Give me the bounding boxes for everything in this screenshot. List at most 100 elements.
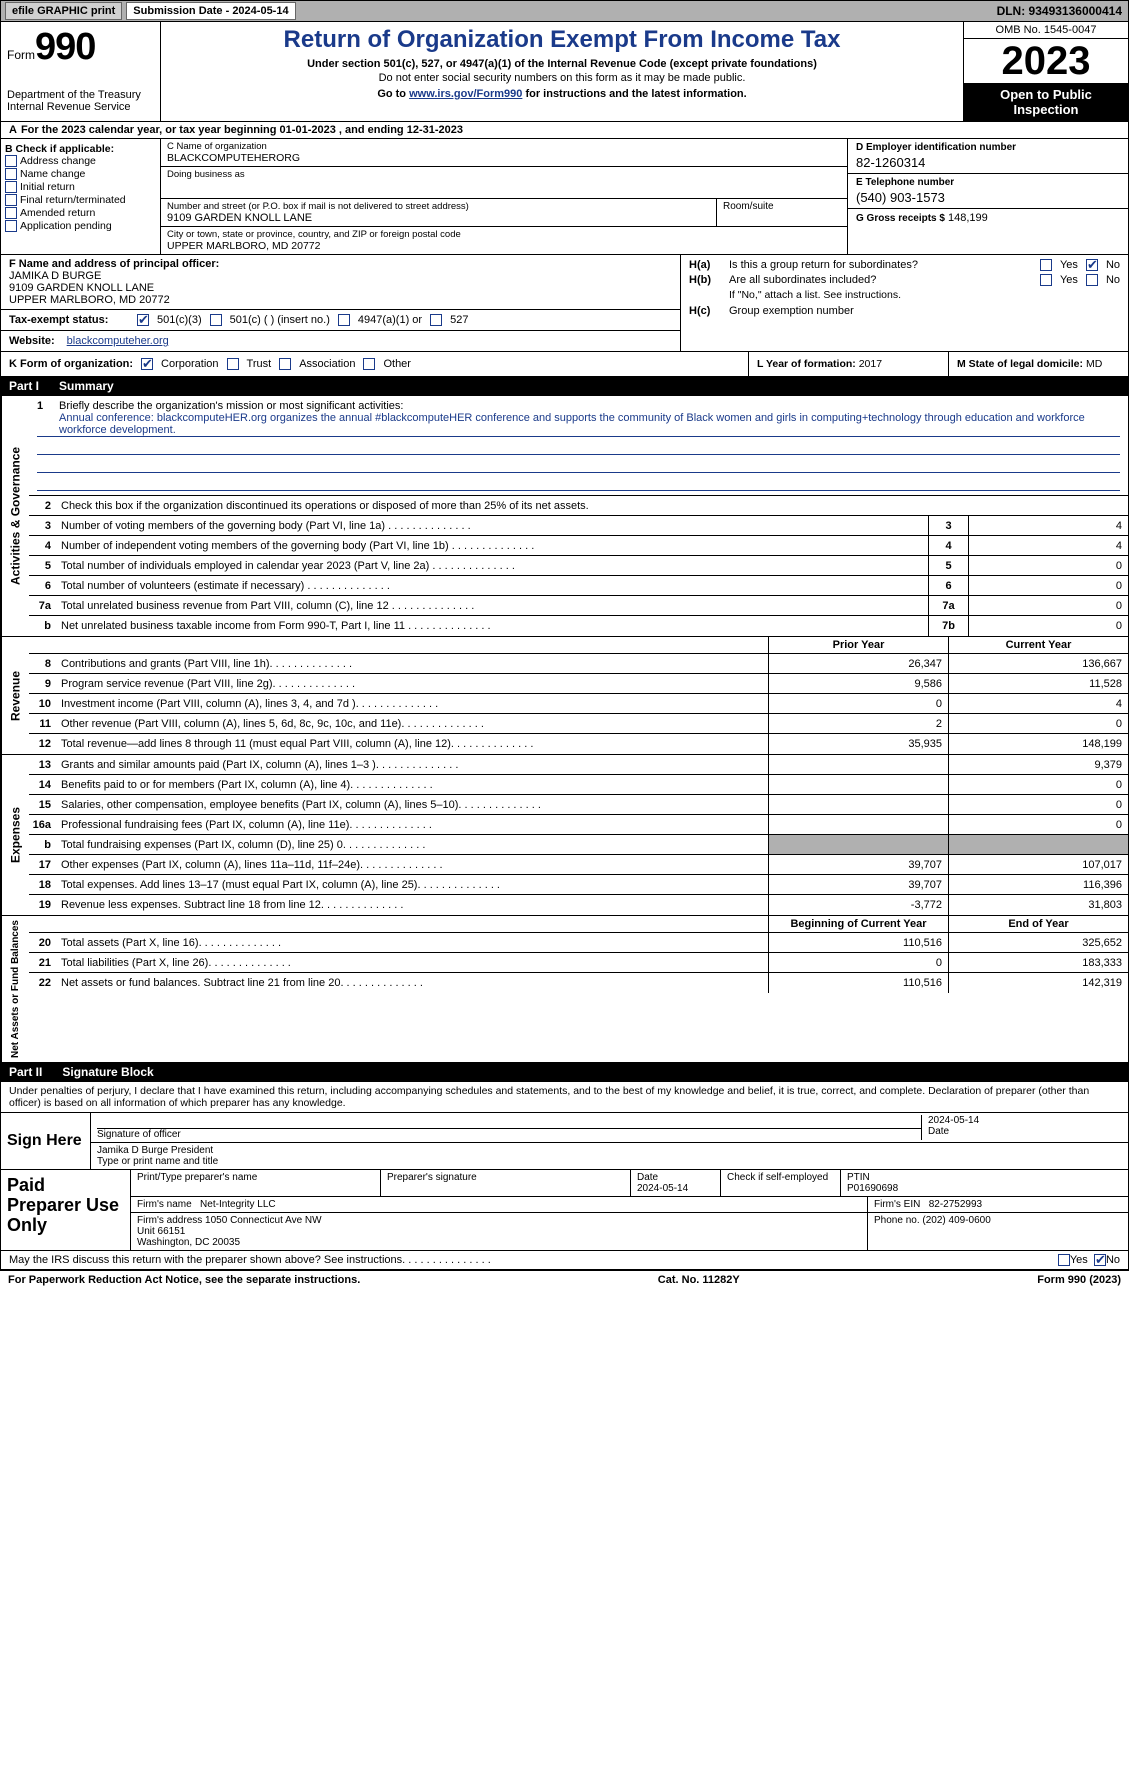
chk-trust[interactable] — [227, 358, 239, 370]
paid-preparer-label: Paid Preparer Use Only — [1, 1170, 131, 1250]
preparer-sig-lbl: Preparer's signature — [381, 1170, 631, 1196]
officer-print-name: Jamika D Burge President — [97, 1145, 1122, 1156]
chk-501c3[interactable] — [137, 314, 149, 326]
chk-amended[interactable] — [5, 207, 17, 219]
chk-app-pending[interactable] — [5, 220, 17, 232]
row-num: 13 — [29, 755, 57, 774]
b-label: B Check if applicable: — [5, 143, 156, 155]
lbl-assoc: Association — [299, 358, 355, 370]
current-val: 31,803 — [948, 895, 1128, 915]
section-fhij: F Name and address of principal officer:… — [0, 255, 1129, 352]
gross-lbl: G Gross receipts $ — [856, 213, 945, 224]
form-number: 990 — [35, 26, 95, 68]
chk-501c[interactable] — [210, 314, 222, 326]
prior-val — [768, 755, 948, 774]
data-row: 8Contributions and grants (Part VIII, li… — [29, 654, 1128, 674]
data-row: 21Total liabilities (Part X, line 26)018… — [29, 953, 1128, 973]
row-num: 12 — [29, 734, 57, 754]
row-num: 21 — [29, 953, 57, 972]
top-bar: efile GRAPHIC print Submission Date - 20… — [0, 0, 1129, 22]
chk-527[interactable] — [430, 314, 442, 326]
website-link[interactable]: blackcomputeher.org — [67, 335, 169, 347]
current-val: 4 — [948, 694, 1128, 713]
row-text: Other revenue (Part VIII, column (A), li… — [57, 714, 768, 733]
discuss-yes[interactable] — [1058, 1254, 1070, 1266]
city-lbl: City or town, state or province, country… — [167, 229, 841, 240]
irs-discuss-row: May the IRS discuss this return with the… — [0, 1251, 1129, 1270]
vtab-governance: Activities & Governance — [1, 396, 29, 636]
prior-val — [768, 795, 948, 814]
part1-num: Part I — [9, 379, 39, 393]
row-text: Total expenses. Add lines 13–17 (must eq… — [57, 875, 768, 894]
sign-here-label: Sign Here — [1, 1113, 91, 1169]
lbl-corp: Corporation — [161, 358, 218, 370]
j-label: Website: — [9, 335, 55, 347]
efile-button[interactable]: efile GRAPHIC print — [5, 2, 122, 20]
row-text: Revenue less expenses. Subtract line 18 … — [57, 895, 768, 915]
part2-header: Part II Signature Block — [0, 1063, 1129, 1082]
chk-assoc[interactable] — [279, 358, 291, 370]
lbl-final-return: Final return/terminated — [20, 194, 126, 206]
line7a-text: Total unrelated business revenue from Pa… — [57, 598, 928, 614]
chk-4947[interactable] — [338, 314, 350, 326]
hb-yes[interactable] — [1040, 274, 1052, 286]
prior-val: 39,707 — [768, 855, 948, 874]
l-value: 2017 — [859, 358, 882, 370]
mission-uline3 — [37, 475, 1120, 491]
irs-label: Internal Revenue Service — [7, 101, 154, 113]
net-assets-section: Net Assets or Fund Balances Beginning of… — [0, 916, 1129, 1063]
chk-address-change[interactable] — [5, 155, 17, 167]
c-name-lbl: C Name of organization — [167, 141, 841, 152]
ha-no-lbl: No — [1106, 259, 1120, 271]
lbl-trust: Trust — [247, 358, 272, 370]
chk-initial-return[interactable] — [5, 181, 17, 193]
data-row: 13Grants and similar amounts paid (Part … — [29, 755, 1128, 775]
chk-final-return[interactable] — [5, 194, 17, 206]
k-block: K Form of organization: Corporation Trus… — [1, 352, 748, 376]
calendar-year-row: A For the 2023 calendar year, or tax yea… — [0, 122, 1129, 139]
ha-yes[interactable] — [1040, 259, 1052, 271]
row-num: 14 — [29, 775, 57, 794]
m-value: MD — [1086, 358, 1102, 370]
chk-name-change[interactable] — [5, 168, 17, 180]
current-val: 116,396 — [948, 875, 1128, 894]
hb-no[interactable] — [1086, 274, 1098, 286]
lbl-4947: 4947(a)(1) or — [358, 314, 422, 326]
firm-name: Net-Integrity LLC — [200, 1199, 276, 1210]
chk-other[interactable] — [363, 358, 375, 370]
form-title: Return of Organization Exempt From Incom… — [169, 26, 955, 54]
dba-lbl: Doing business as — [167, 169, 841, 180]
l-label: L Year of formation: — [757, 358, 856, 370]
ha-no[interactable] — [1086, 259, 1098, 271]
line6-text: Total number of volunteers (estimate if … — [57, 578, 928, 594]
vtab-expenses: Expenses — [1, 755, 29, 915]
row-num: b — [29, 835, 57, 854]
prep-date: 2024-05-14 — [637, 1183, 688, 1194]
data-row: 15Salaries, other compensation, employee… — [29, 795, 1128, 815]
hb-text: Are all subordinates included? — [729, 274, 1040, 286]
ein-value: 82-1260314 — [856, 155, 1120, 170]
line4-num: 4 — [29, 540, 57, 552]
discuss-text: May the IRS discuss this return with the… — [9, 1254, 1058, 1266]
prior-val: 0 — [768, 953, 948, 972]
discuss-no[interactable] — [1094, 1254, 1106, 1266]
irs-link[interactable]: www.irs.gov/Form990 — [409, 88, 522, 100]
line4-box: 4 — [928, 536, 968, 555]
officer-addr1: 9109 GARDEN KNOLL LANE — [9, 282, 672, 294]
officer-addr2: UPPER MARLBORO, MD 20772 — [9, 294, 672, 306]
line7a-box: 7a — [928, 596, 968, 615]
line3-num: 3 — [29, 520, 57, 532]
f-label: F Name and address of principal officer: — [9, 258, 672, 270]
chk-corp[interactable] — [141, 358, 153, 370]
data-row: 11Other revenue (Part VIII, column (A), … — [29, 714, 1128, 734]
data-row: 10Investment income (Part VIII, column (… — [29, 694, 1128, 714]
data-row: 9Program service revenue (Part VIII, lin… — [29, 674, 1128, 694]
footer-mid: Cat. No. 11282Y — [658, 1274, 740, 1286]
data-row: 16aProfessional fundraising fees (Part I… — [29, 815, 1128, 835]
row-text: Total revenue—add lines 8 through 11 (mu… — [57, 734, 768, 754]
part2-num: Part II — [9, 1065, 42, 1079]
data-row: bTotal fundraising expenses (Part IX, co… — [29, 835, 1128, 855]
line3-box: 3 — [928, 516, 968, 535]
current-val: 183,333 — [948, 953, 1128, 972]
line5-box: 5 — [928, 556, 968, 575]
